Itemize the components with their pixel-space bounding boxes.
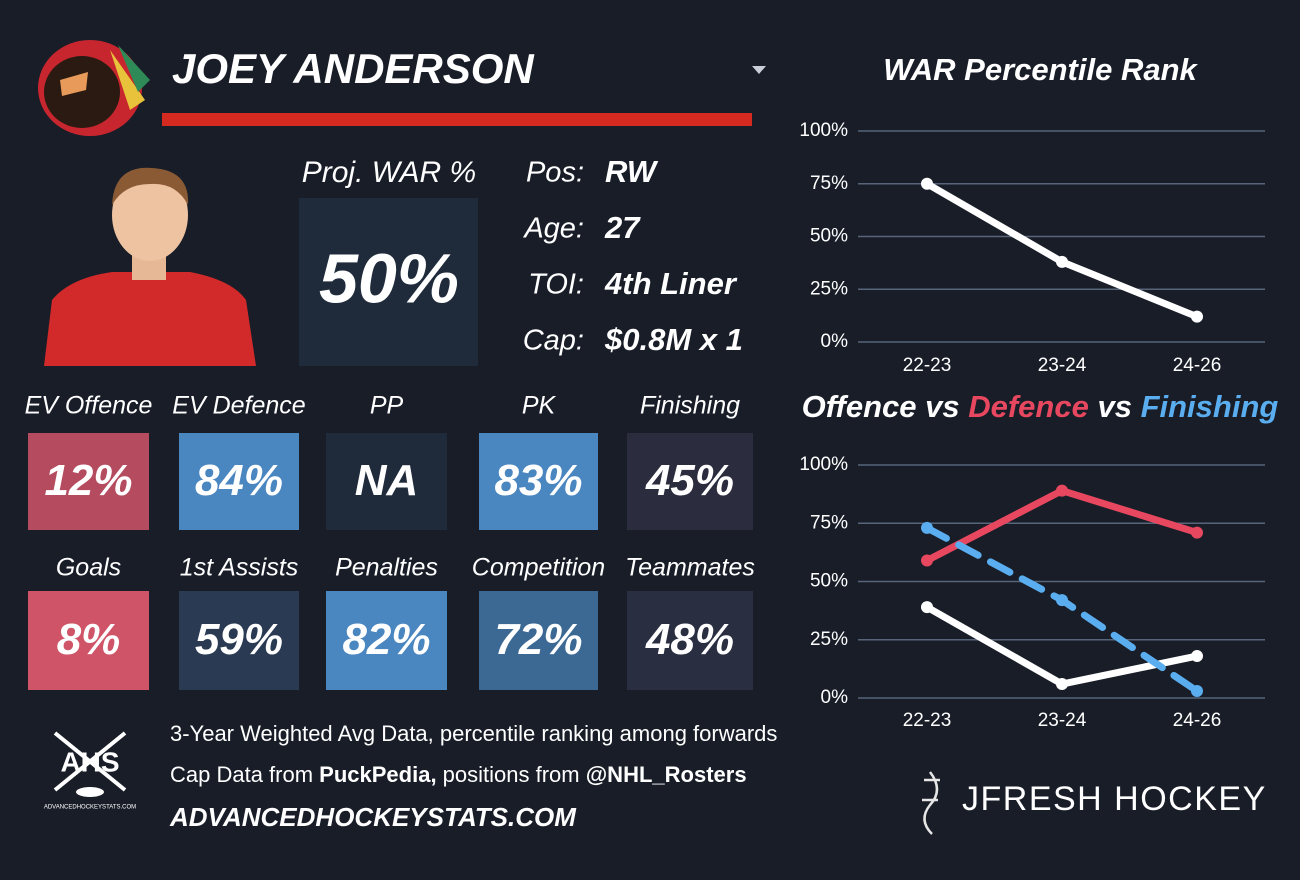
title-part: Offence (802, 389, 917, 424)
tile-box (179, 433, 299, 530)
x-tick-label: 22-23 (903, 355, 952, 376)
data-point (921, 554, 933, 567)
name-underline (162, 113, 752, 126)
ahs-logo-url: ADVANCEDHOCKEYSTATS.COM (44, 805, 136, 811)
data-point (921, 521, 933, 534)
brand-name: JFRESH HOCKEY (962, 780, 1267, 818)
tile-label: Penalties (335, 554, 438, 582)
tile-value: 48% (645, 615, 734, 664)
data-point (1056, 255, 1068, 268)
tile-box (627, 591, 753, 690)
chart-title: Offence vs Defence vs Finishing (802, 389, 1279, 424)
tile-value: 12% (44, 456, 132, 505)
dropdown-caret[interactable] (752, 66, 766, 74)
ahs-logo-text: AHS (60, 746, 119, 777)
tile-box (627, 433, 753, 530)
info-label: TOI: (528, 269, 584, 301)
tile-label: EV Offence (25, 392, 153, 420)
data-point (1191, 310, 1203, 323)
credits-text: Cap Data from (170, 762, 319, 787)
y-tick-label: 50% (810, 571, 848, 592)
data-point (1191, 685, 1203, 698)
data-point (1191, 650, 1203, 663)
data-point (921, 177, 933, 190)
y-tick-label: 75% (810, 173, 848, 194)
x-tick-label: 24-26 (1173, 710, 1222, 731)
team-logo (38, 40, 150, 136)
x-tick-label: 22-23 (903, 710, 952, 731)
chart-title: WAR Percentile Rank (883, 52, 1198, 87)
tile-value: 84% (195, 456, 283, 505)
y-tick-label: 0% (821, 687, 849, 708)
x-tick-label: 24-26 (1173, 355, 1222, 376)
ahs-logo: AHS ADVANCEDHOCKEYSTATS.COM (44, 731, 136, 811)
info-label: Pos: (526, 157, 584, 189)
brand-logo (922, 771, 940, 835)
info-value: 27 (604, 210, 641, 245)
data-point (1056, 594, 1068, 607)
tile-box (326, 591, 447, 690)
title-part: vs (917, 389, 969, 424)
data-point (1056, 678, 1068, 691)
tile-label: PP (370, 392, 404, 420)
info-value: RW (605, 154, 659, 189)
tile-label: Competition (472, 554, 605, 582)
credits-link: @NHL_Rosters (586, 762, 747, 787)
data-line (923, 603, 1201, 688)
y-tick-label: 0% (821, 331, 849, 352)
tile-value: 83% (494, 456, 582, 505)
tile-label: 1st Assists (180, 554, 299, 582)
tile-label: Teammates (625, 554, 755, 582)
player-name: JOEY ANDERSON (172, 45, 535, 92)
tile-value: 59% (195, 615, 283, 664)
y-tick-label: 75% (810, 512, 848, 533)
info-label: Cap: (523, 325, 584, 357)
tile-value: 82% (342, 615, 430, 664)
tile-label: PK (522, 392, 557, 420)
tile-box (479, 433, 598, 530)
tile-value: 72% (494, 615, 582, 664)
player-photo (44, 167, 256, 366)
x-tick-label: 23-24 (1038, 355, 1087, 376)
tile-label: Goals (56, 554, 121, 582)
tile-box (179, 591, 299, 690)
tile-value: 45% (645, 456, 734, 505)
data-line (923, 180, 1201, 321)
data-point (921, 601, 933, 614)
info-label: Age: (522, 213, 584, 245)
credits-link: PuckPedia, (319, 762, 436, 787)
title-part: Finishing (1141, 389, 1279, 424)
x-tick-label: 23-24 (1038, 710, 1087, 731)
proj-war-label: Proj. WAR % (302, 156, 476, 189)
y-tick-label: 100% (799, 454, 848, 475)
y-tick-label: 25% (810, 278, 848, 299)
data-point (1056, 484, 1068, 497)
info-value: $0.8M x 1 (604, 322, 743, 357)
info-value: 4th Liner (604, 266, 738, 301)
tile-box (326, 433, 447, 530)
proj-war-value: 50% (319, 239, 459, 317)
tile-value: 8% (57, 615, 121, 664)
title-part: vs (1089, 389, 1141, 424)
y-tick-label: 25% (810, 629, 848, 650)
data-point (1191, 526, 1203, 539)
title-part: Defence (968, 389, 1089, 424)
data-line (923, 524, 1201, 695)
tile-box (28, 433, 149, 530)
tile-label: EV Defence (172, 392, 305, 420)
tile-box (28, 591, 149, 690)
footer-credits: Cap Data from PuckPedia, positions from … (170, 762, 747, 787)
credits-text: positions from (437, 762, 586, 787)
tile-box (479, 591, 598, 690)
footer-note: 3-Year Weighted Avg Data, percentile ran… (170, 721, 777, 746)
y-tick-label: 100% (799, 120, 848, 141)
y-tick-label: 50% (810, 226, 848, 247)
website: ADVANCEDHOCKEYSTATS.COM (169, 802, 577, 832)
tile-value: NA (355, 456, 419, 505)
tile-label: Finishing (640, 392, 740, 420)
proj-war-box (299, 198, 478, 366)
